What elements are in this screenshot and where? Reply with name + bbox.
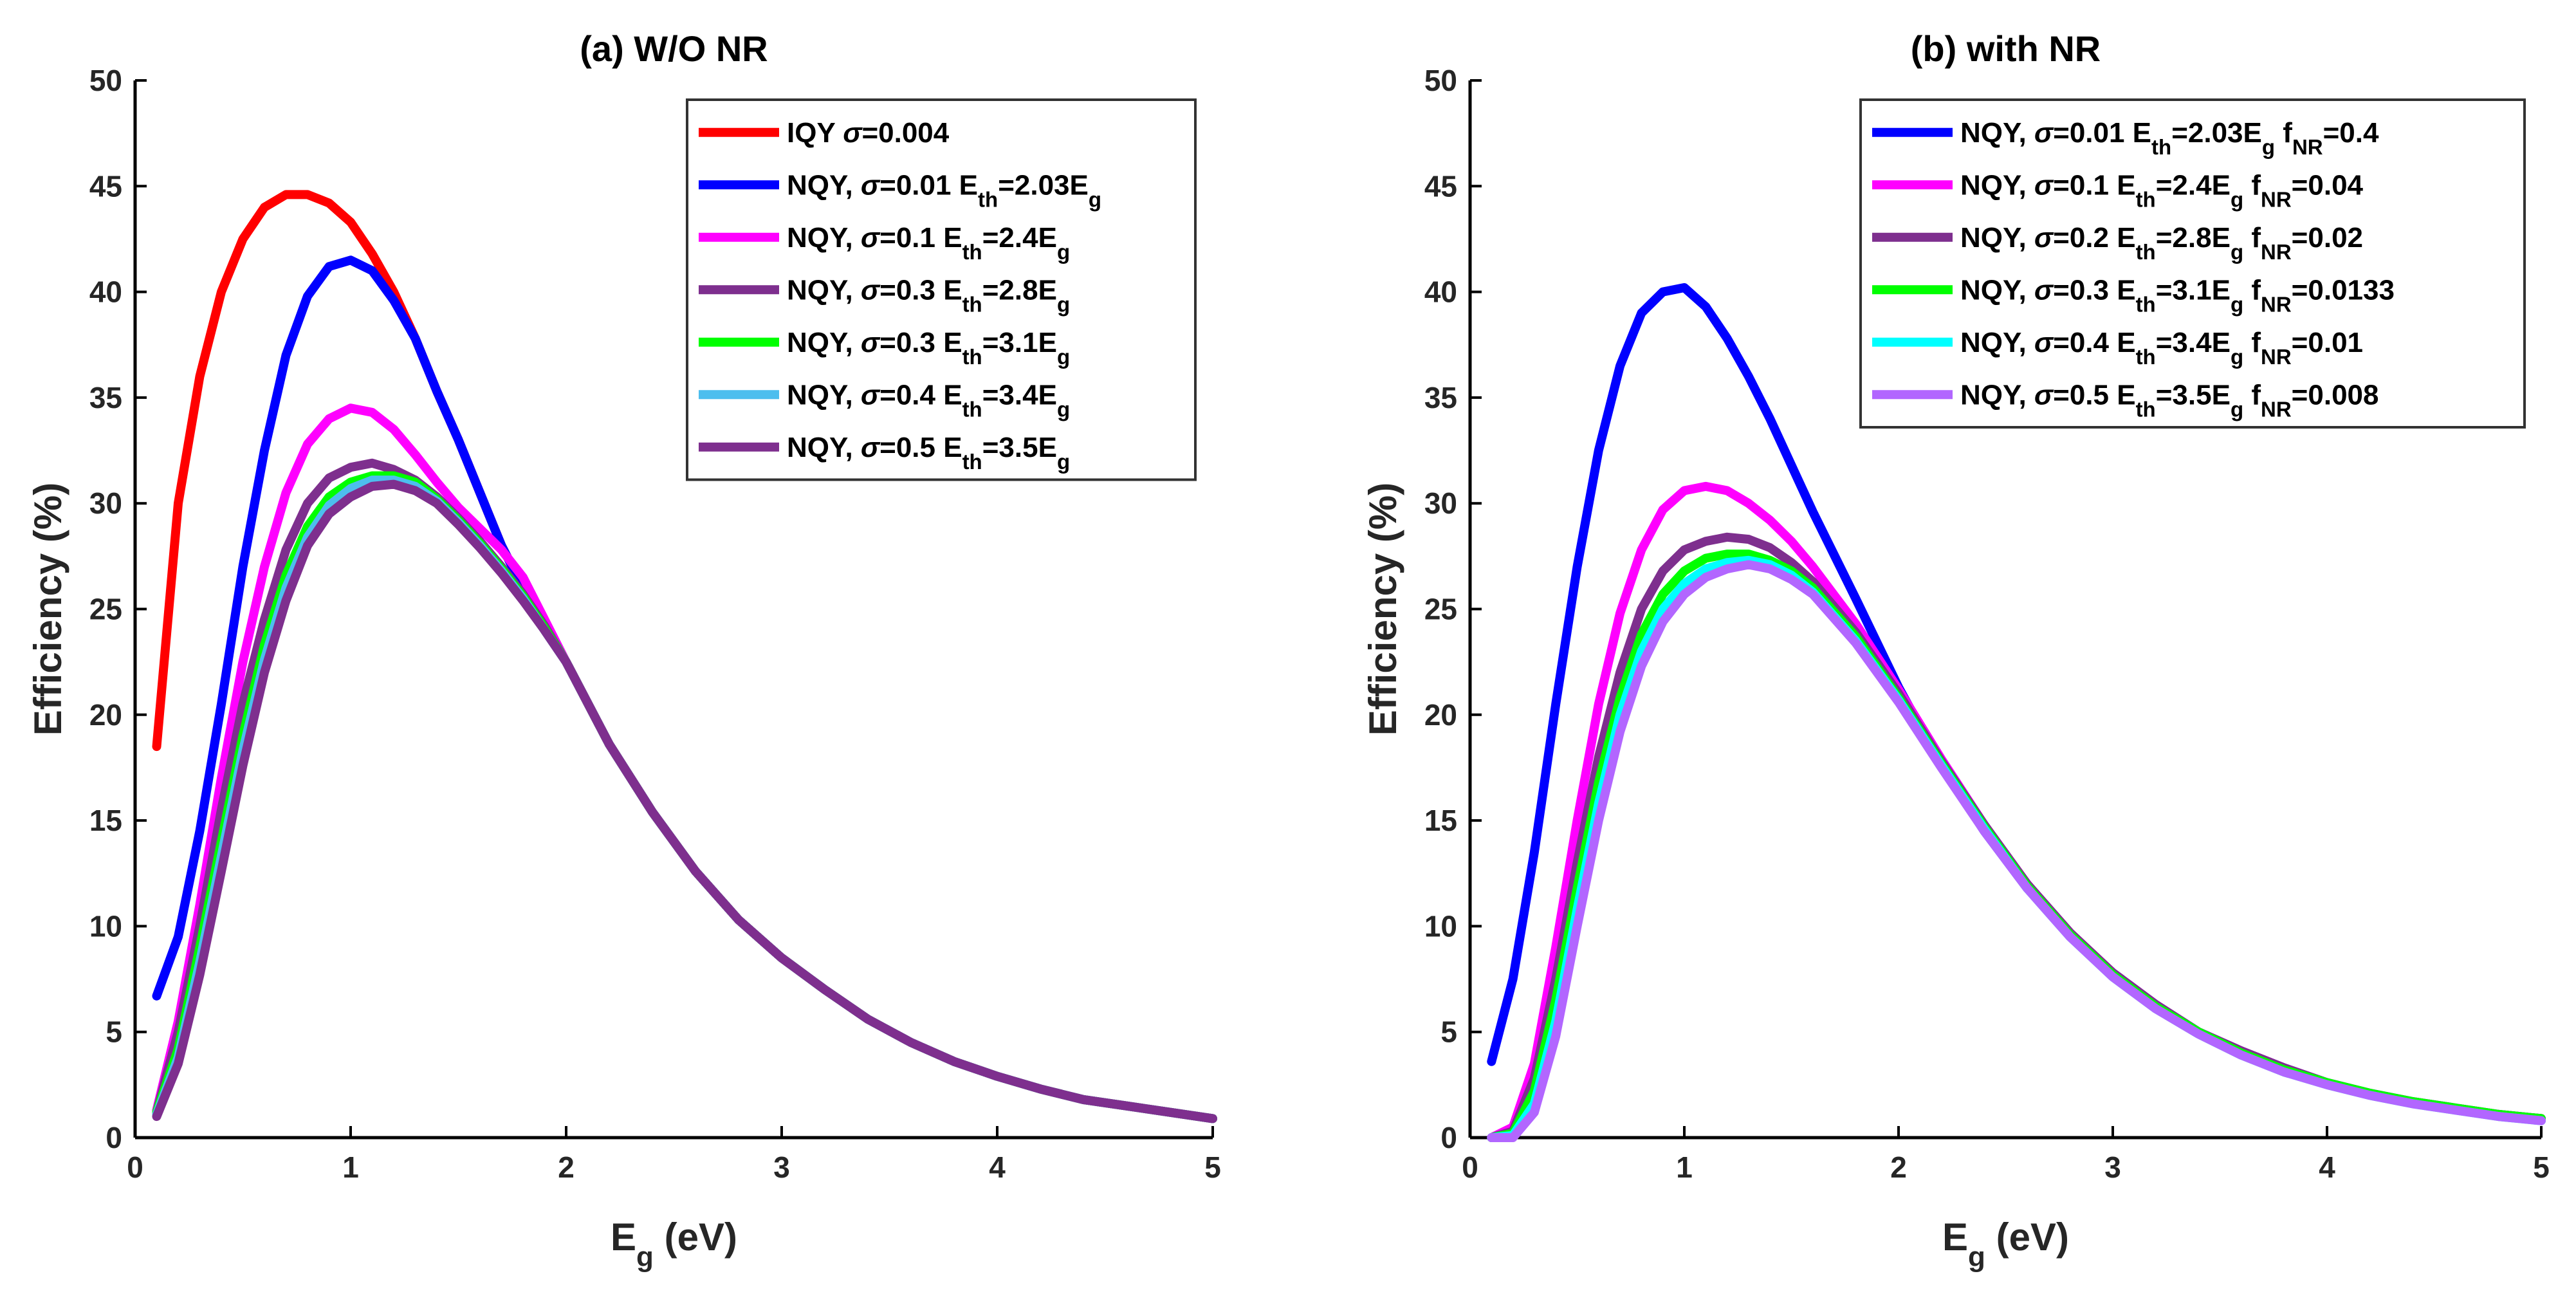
legend-box: [1859, 98, 2526, 429]
x-tick-label: 4: [989, 1151, 1006, 1184]
x-axis-label-main: E: [1942, 1215, 1968, 1259]
legend-label: NQY, σ=0.5 Eth=3.5Eg: [787, 432, 1070, 474]
y-tick-label: 35: [89, 381, 122, 414]
y-tick-label: 30: [89, 486, 122, 520]
series-line-7: [152, 479, 1217, 1123]
y-tick-label: 50: [1424, 64, 1457, 97]
series-line-6: [1487, 560, 2546, 1142]
y-tick-label: 5: [1440, 1015, 1457, 1049]
x-tick-label: 3: [773, 1151, 790, 1184]
legend: NQY, σ=0.01 Eth=2.03Eg fNR=0.4 NQY, σ=0.1…: [1859, 98, 2526, 429]
y-tick-label: 10: [89, 909, 122, 943]
x-tick-label: 4: [2319, 1151, 2335, 1184]
legend-label: NQY, σ=0.3 Eth=2.8Eg: [787, 274, 1070, 316]
x-axis-label: Eg (eV): [611, 1215, 737, 1273]
y-axis-label: Efficiency (%): [1361, 483, 1404, 735]
legend-label: NQY, σ=0.1 Eth=2.4Eg fNR=0.04: [1960, 169, 2364, 211]
y-tick-label: 45: [1424, 169, 1457, 203]
y-tick-label: 20: [1424, 698, 1457, 732]
x-tick-label: 1: [1676, 1151, 1693, 1184]
y-tick-label: 35: [1424, 381, 1457, 414]
x-axis-label-sub: g: [1968, 1241, 1985, 1273]
y-tick-label: 50: [89, 64, 122, 97]
x-axis-label: Eg (eV): [1942, 1215, 2069, 1273]
x-tick-label: 5: [2533, 1151, 2550, 1184]
x-tick-label: 0: [1462, 1151, 1478, 1184]
series-line-2: [1487, 481, 2546, 1142]
y-tick-label: 5: [106, 1015, 122, 1049]
chart-title: (a) W/O NR: [580, 28, 768, 69]
legend-label: IQY σ=0.004: [787, 117, 950, 149]
legend-label: NQY, σ=0.3 Eth=3.1Eg fNR=0.0133: [1960, 274, 2395, 316]
y-tick-label: 10: [1424, 909, 1457, 943]
series-line-4: [152, 458, 1217, 1123]
legend-label: NQY, σ=0.2 Eth=2.8Eg fNR=0.02: [1960, 222, 2363, 264]
y-tick-label: 40: [1424, 275, 1457, 309]
legend-label: NQY, σ=0.01 Eth=2.03Eg: [787, 169, 1101, 211]
x-tick-label: 3: [2104, 1151, 2121, 1184]
y-tick-label: 25: [89, 593, 122, 626]
y-tick-label: 40: [89, 275, 122, 309]
x-tick-label: 5: [1204, 1151, 1221, 1184]
legend-label: NQY, σ=0.01 Eth=2.03Eg fNR=0.4: [1960, 117, 2379, 159]
x-tick-label: 0: [127, 1151, 143, 1184]
legend-label: NQY, σ=0.1 Eth=2.4Eg: [787, 222, 1070, 264]
x-axis-label-unit: (eV): [1985, 1215, 2069, 1259]
x-tick-label: 2: [558, 1151, 575, 1184]
y-axis-label: Efficiency (%): [26, 483, 69, 735]
legend-label: NQY, σ=0.5 Eth=3.5Eg fNR=0.008: [1960, 379, 2378, 421]
legend: IQY σ=0.004 NQY, σ=0.01 Eth=2.03Eg NQY, σ=…: [686, 98, 1197, 481]
chart-title: (b) with NR: [1911, 28, 2101, 69]
y-tick-label: 45: [89, 169, 122, 203]
y-tick-label: 15: [89, 804, 122, 837]
y-tick-label: 30: [1424, 486, 1457, 520]
y-tick-label: 0: [1440, 1121, 1457, 1154]
x-tick-label: 1: [342, 1151, 359, 1184]
y-tick-label: 25: [1424, 593, 1457, 626]
series-line-6: [152, 476, 1217, 1123]
series-line-5: [152, 471, 1217, 1123]
x-axis-label-main: E: [611, 1215, 636, 1259]
y-tick-label: 15: [1424, 804, 1457, 837]
x-axis-label-unit: (eV): [654, 1215, 737, 1259]
y-tick-label: 0: [106, 1121, 122, 1154]
legend-label: NQY, σ=0.4 Eth=3.4Eg fNR=0.01: [1960, 327, 2363, 369]
legend-label: NQY, σ=0.3 Eth=3.1Eg: [787, 327, 1070, 369]
x-tick-label: 2: [1890, 1151, 1907, 1184]
legend-label: NQY, σ=0.4 Eth=3.4Eg: [787, 379, 1070, 421]
x-axis-label-sub: g: [636, 1241, 654, 1273]
y-tick-label: 20: [89, 698, 122, 732]
